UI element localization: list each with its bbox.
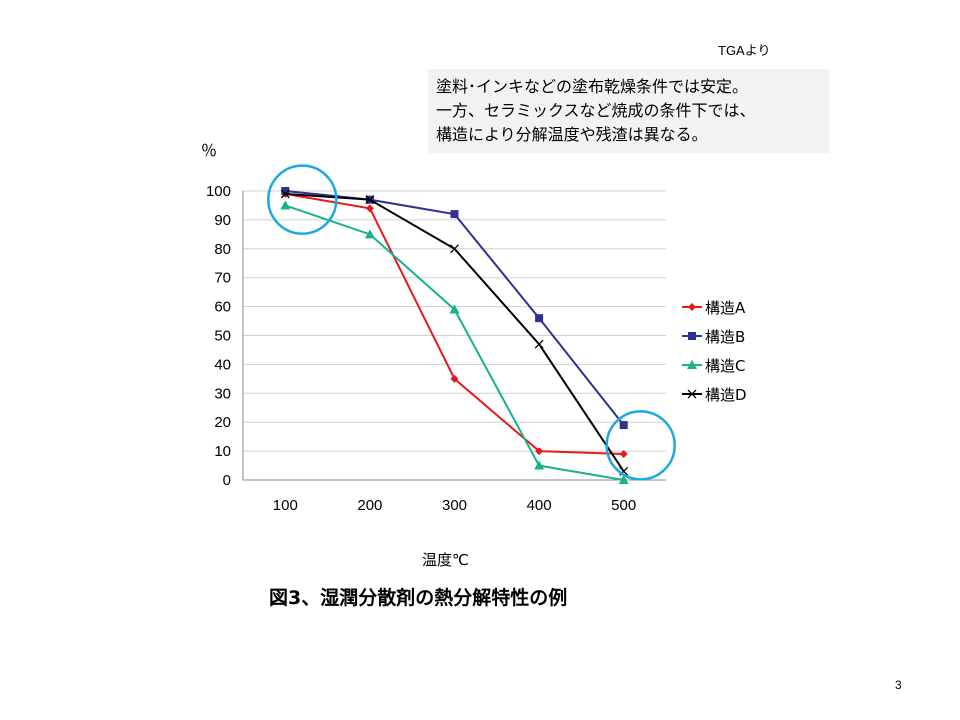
figure-caption: 図3、湿潤分散剤の熱分解特性の例	[269, 587, 568, 609]
data-point	[688, 303, 696, 311]
data-point	[280, 200, 291, 210]
y-tick-label: 20	[214, 414, 231, 431]
legend-label: 構造C	[705, 357, 745, 375]
y-tick-label: 90	[214, 212, 231, 229]
legend-label: 構造D	[705, 386, 747, 404]
data-point	[687, 360, 697, 369]
page-number: 3	[895, 678, 902, 692]
data-point	[687, 389, 697, 399]
data-point	[450, 244, 459, 254]
y-tick-label: 10	[214, 443, 231, 460]
x-tick-label: 200	[357, 497, 382, 514]
data-point	[449, 304, 460, 314]
data-point	[534, 339, 544, 349]
callout-box: 塗料･インキなどの塗布乾燥条件では安定。 一方、セラミックスなど焼成の条件下では…	[428, 69, 829, 153]
x-tick-label: 100	[273, 497, 298, 514]
series-line	[285, 192, 625, 472]
source-note: TGAより	[718, 43, 771, 58]
callout-line: 塗料･インキなどの塗布乾燥条件では安定。	[436, 77, 749, 96]
y-axis-unit: ％	[201, 141, 218, 160]
data-point	[619, 421, 628, 430]
y-tick-label: 80	[214, 241, 231, 258]
data-point	[365, 195, 375, 205]
legend-label: 構造A	[705, 299, 746, 317]
data-point	[280, 189, 290, 199]
x-tick-label: 400	[527, 497, 552, 514]
data-point	[364, 229, 375, 239]
series-line	[285, 192, 624, 455]
data-point	[618, 475, 629, 484]
data-point	[534, 460, 545, 470]
y-tick-label: 60	[214, 299, 231, 316]
x-tick-label: 300	[442, 497, 467, 514]
highlight-circle	[267, 164, 338, 235]
x-tick-label: 500	[611, 497, 636, 514]
y-tick-label: 70	[214, 270, 231, 287]
y-tick-label: 0	[223, 472, 231, 489]
data-point	[450, 374, 459, 383]
data-point	[688, 332, 696, 340]
data-point	[535, 314, 544, 323]
data-point	[450, 210, 459, 219]
x-axis-title: 温度℃	[422, 551, 469, 569]
data-point	[535, 447, 544, 456]
data-point	[365, 204, 374, 213]
y-tick-label: 100	[206, 183, 231, 200]
callout-line: 構造により分解温度や残渣は異なる。	[436, 125, 708, 144]
y-tick-label: 30	[214, 385, 231, 402]
legend-label: 構造B	[705, 328, 745, 346]
data-point	[619, 449, 628, 458]
highlight-circle	[605, 410, 676, 481]
series-line	[284, 204, 624, 481]
y-tick-label: 40	[214, 356, 231, 373]
y-tick-label: 50	[214, 328, 231, 345]
data-point	[281, 187, 290, 195]
callout-line: 一方、セラミックスなど焼成の条件下では、	[436, 101, 756, 120]
